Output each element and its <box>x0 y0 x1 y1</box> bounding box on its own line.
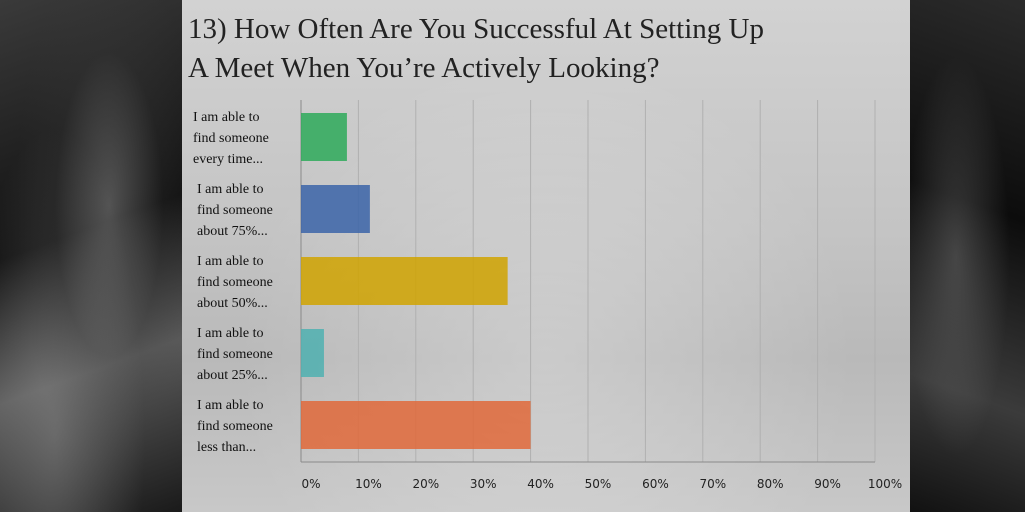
category-label: I am able to <box>193 110 259 125</box>
category-labels: I am able to find someone every time... I a… <box>193 110 273 455</box>
x-tick-label: 80% <box>757 477 784 491</box>
category-label: I am able to <box>197 254 263 269</box>
bar <box>301 401 531 449</box>
category-label: about 25%... <box>197 368 268 383</box>
chart-title-line-1: 13) How Often Are You Successful At Sett… <box>188 13 764 45</box>
category-label: find someone <box>197 203 273 218</box>
x-tick-label: 60% <box>642 477 669 491</box>
x-tick-label: 20% <box>412 477 439 491</box>
x-tick-label: 10% <box>355 477 382 491</box>
category-label: every time... <box>193 152 263 167</box>
x-tick-labels: 0% 10% 20% 30% 40% 50% 60% 70% 80% 90% 100% <box>301 477 902 491</box>
category-label: I am able to <box>197 398 263 413</box>
x-tick-label: 100% <box>868 477 902 491</box>
x-tick-label: 90% <box>814 477 841 491</box>
x-tick-label: 0% <box>301 477 320 491</box>
bar <box>301 185 370 233</box>
x-tick-label: 30% <box>470 477 497 491</box>
chart-title: 13) How Often Are You Successful At Sett… <box>188 10 888 88</box>
x-tick-label: 70% <box>699 477 726 491</box>
category-label: I am able to <box>197 326 263 341</box>
category-label: less than... <box>197 440 256 455</box>
category-label: find someone <box>193 131 269 146</box>
category-label: about 50%... <box>197 296 268 311</box>
x-tick-label: 50% <box>585 477 612 491</box>
category-label: I am able to <box>197 182 263 197</box>
bar <box>301 329 324 377</box>
bar <box>301 113 347 161</box>
category-label: find someone <box>197 347 273 362</box>
background-right <box>910 0 1025 512</box>
background-left <box>0 0 182 512</box>
bar <box>301 257 508 305</box>
category-label: find someone <box>197 419 273 434</box>
category-label: find someone <box>197 275 273 290</box>
chart-title-line-2: A Meet When You’re Actively Looking? <box>188 52 660 84</box>
bars <box>301 113 531 449</box>
category-label: about 75%... <box>197 224 268 239</box>
x-tick-label: 40% <box>527 477 554 491</box>
